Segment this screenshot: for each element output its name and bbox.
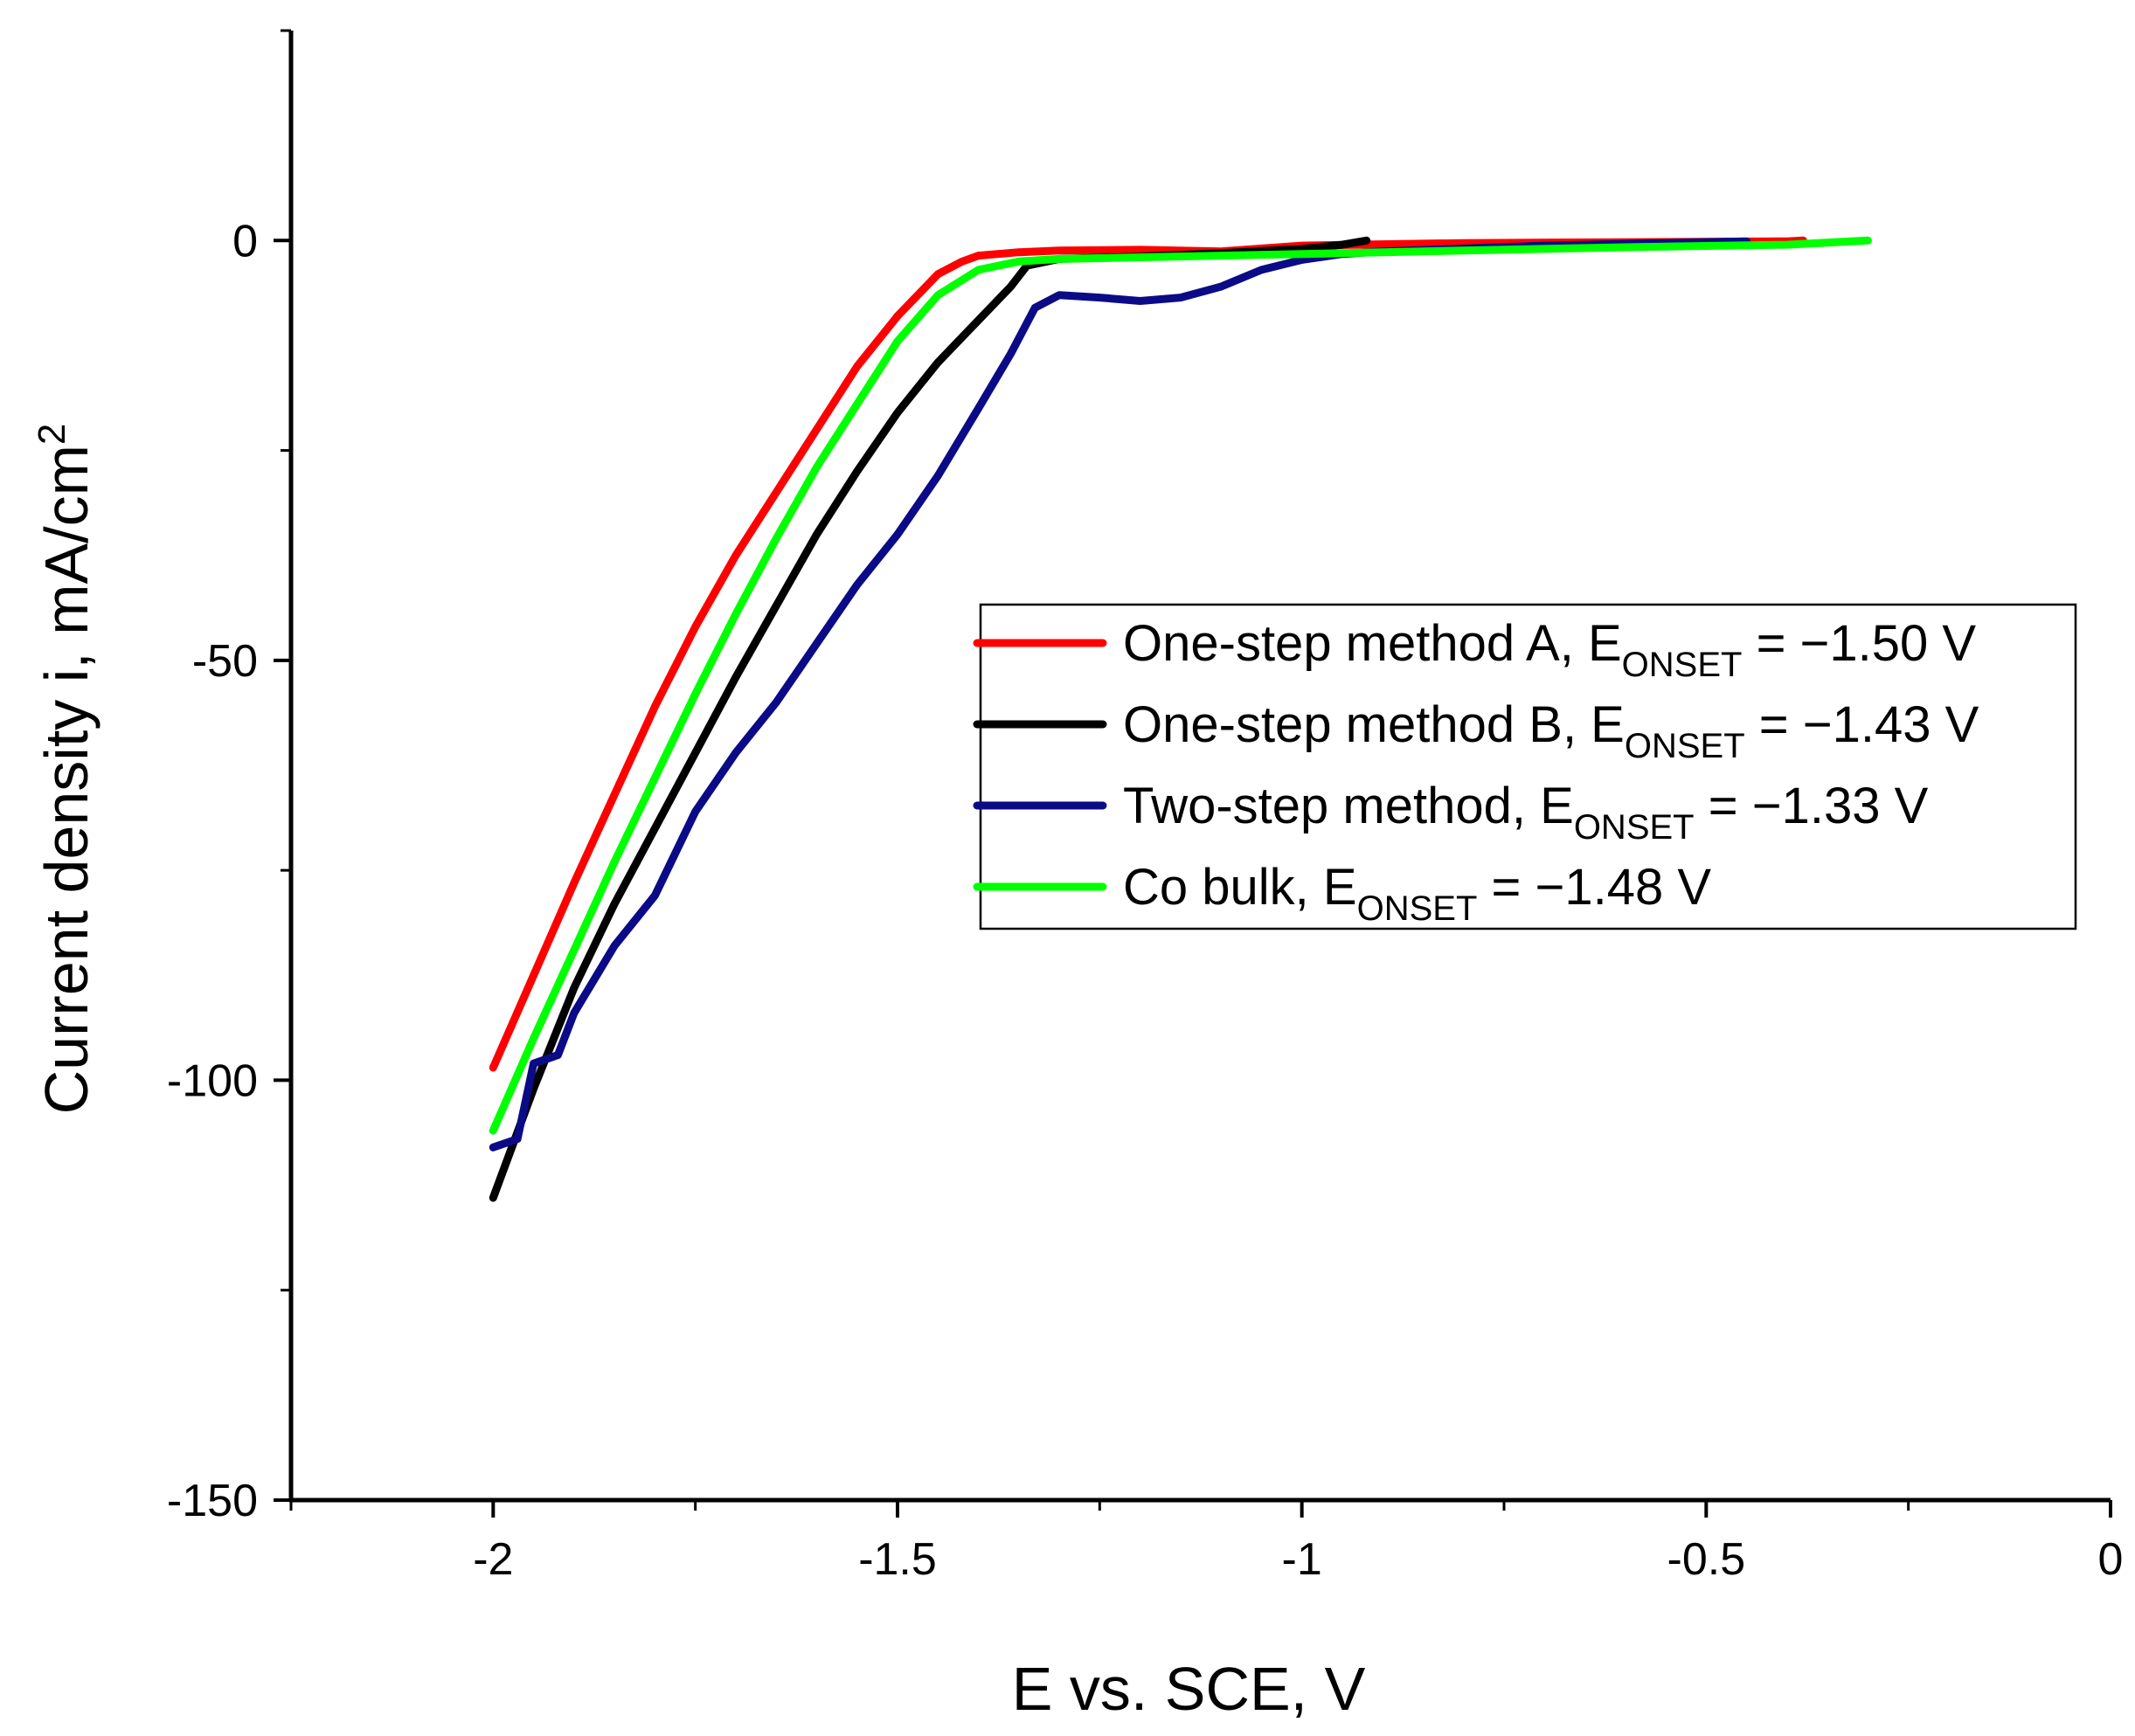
legend-label: One-step method B, EONSET = −1.43 V xyxy=(1123,696,1979,765)
plot-lines xyxy=(489,236,1872,1202)
series-line-3 xyxy=(489,237,1751,1152)
y-tick-label: 0 xyxy=(232,216,258,266)
legend-label: One-step method A, EONSET = −1.50 V xyxy=(1123,615,1976,684)
y-ticks: 0 -50 -100 -150 xyxy=(167,29,291,1526)
x-tick-label: 0 xyxy=(2098,1534,2124,1585)
x-ticks: -2 -1.5 -1 -0.5 0 xyxy=(289,1500,2124,1585)
y-axis-title: Current density i, mA/cm2 xyxy=(31,424,101,1115)
legend: One-step method A, EONSET = −1.50 V One-s… xyxy=(973,603,2077,930)
x-axis-title: E vs. SCE, V xyxy=(1012,1655,1366,1723)
legend-box xyxy=(979,603,2077,930)
legend-label: Two-step method, EONSET = −1.33 V xyxy=(1123,778,1929,847)
series-line-4 xyxy=(489,236,1872,1135)
y-tick-label: -50 xyxy=(192,636,258,687)
axes: -2 -1.5 -1 -0.5 0 0 -50 -100 -150 xyxy=(167,29,2124,1585)
x-tick-label: -1.5 xyxy=(858,1534,937,1585)
x-tick-label: -0.5 xyxy=(1667,1534,1746,1585)
y-tick-label: -100 xyxy=(167,1055,258,1106)
x-tick-label: -2 xyxy=(473,1534,513,1585)
legend-label: Co bulk, EONSET = −1.48 V xyxy=(1123,859,1711,928)
y-tick-label: -150 xyxy=(167,1476,258,1526)
x-tick-label: -1 xyxy=(1282,1534,1322,1585)
